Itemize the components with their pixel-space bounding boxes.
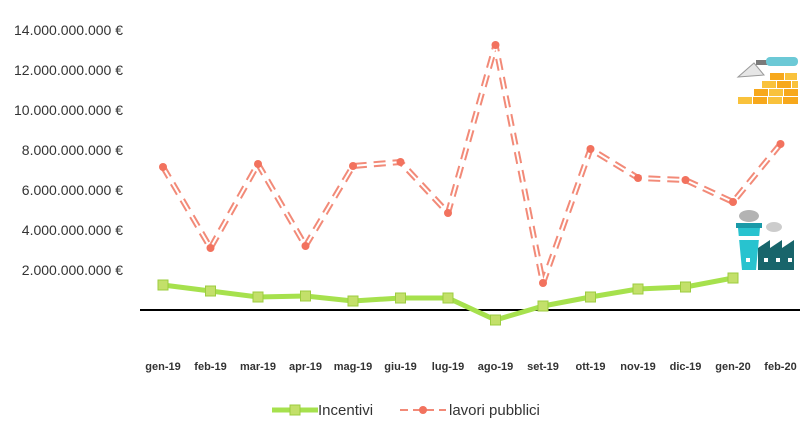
x-tick-label: nov-19 [620,361,655,373]
data-point [300,290,311,302]
x-tick-label: mar-19 [240,361,276,373]
data-point [159,163,167,171]
y-tick-label: 10.000.000.000 € [14,102,123,118]
data-point [539,279,547,287]
legend-entry-lavori-pubblici: lavori pubblici [400,402,540,419]
data-point [205,285,216,297]
data-point [729,198,737,206]
legend-label: Incentivi [318,402,373,419]
legend-marker [289,404,301,416]
y-tick-label: 14.000.000.000 € [14,22,123,38]
legend-label: lavori pubblici [449,402,540,419]
x-tick-label: feb-19 [194,361,226,373]
y-tick-label: 8.000.000.000 € [22,142,123,158]
y-tick-label: 12.000.000.000 € [14,62,123,78]
y-tick-label: 2.000.000.000 € [22,262,123,278]
legend-marker [419,406,427,414]
x-tick-label: ago-19 [478,361,513,373]
data-point [681,176,690,184]
data-point [349,162,357,170]
x-tick-label: lug-19 [432,361,464,373]
x-tick-label: apr-19 [289,361,322,373]
data-point [254,160,262,168]
data-point [395,292,406,304]
y-tick-label: 6.000.000.000 € [22,182,123,198]
data-point [632,283,644,295]
x-tick-label: mag-19 [334,361,373,373]
legend: Incentivi lavori pubblici [272,402,540,419]
data-point [585,291,596,303]
data-point [586,145,595,153]
x-tick-label: feb-20 [764,361,796,373]
legend-entry-incentivi: Incentivi [272,402,373,419]
data-point [490,314,501,326]
x-tick-label: giu-19 [384,361,416,373]
x-tick-label: ott-19 [576,361,606,373]
data-point [206,244,215,252]
series-line-inner [162,44,782,284]
data-point [347,295,359,307]
data-point [157,279,169,291]
data-point [444,209,452,217]
data-point [537,300,549,312]
series-layer [157,41,785,326]
data-point [727,272,739,284]
data-point [680,281,691,293]
x-axis: gen-19 feb-19 mar-19 apr-19 mag-19 giu-19 lug-… [145,361,796,373]
data-point [776,140,785,148]
trowel-bricks-icon [736,57,798,104]
y-axis: 14.000.000.000 € 12.000.000.000 € 10.000.0… [14,22,123,278]
y-tick-label: 4.000.000.000 € [22,222,123,238]
factory-icon [736,210,794,270]
data-point [396,158,405,166]
x-tick-label: dic-19 [670,361,702,373]
x-tick-label: gen-20 [715,361,750,373]
data-point [491,41,500,49]
x-tick-label: set-19 [527,361,559,373]
data-point [252,291,264,303]
series-incentivi [157,272,739,326]
data-point [634,174,642,182]
data-point [442,292,454,304]
data-point [301,242,310,250]
x-tick-label: gen-19 [145,361,180,373]
series-lavori-pubblici [159,41,785,287]
